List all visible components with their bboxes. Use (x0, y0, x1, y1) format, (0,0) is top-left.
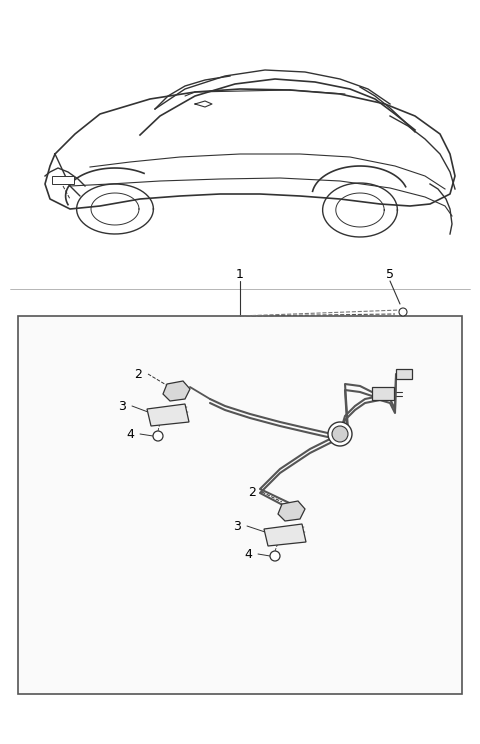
Bar (18, 316, 462, 694)
Polygon shape (147, 404, 189, 426)
Text: 3: 3 (233, 519, 241, 533)
Bar (396, 369, 412, 379)
Polygon shape (163, 381, 190, 401)
Bar (52, 176, 74, 184)
Text: 2: 2 (248, 486, 256, 498)
Text: 5: 5 (386, 268, 394, 280)
Circle shape (399, 308, 407, 316)
Text: 3: 3 (118, 400, 126, 412)
Text: 2: 2 (134, 368, 142, 380)
Text: 4: 4 (126, 428, 134, 440)
Polygon shape (278, 501, 305, 521)
Text: 1: 1 (236, 268, 244, 280)
Polygon shape (264, 524, 306, 546)
Circle shape (332, 426, 348, 442)
Circle shape (270, 551, 280, 561)
Circle shape (153, 431, 163, 441)
Text: 4: 4 (244, 548, 252, 560)
Circle shape (328, 422, 352, 446)
Bar (372, 387, 394, 400)
